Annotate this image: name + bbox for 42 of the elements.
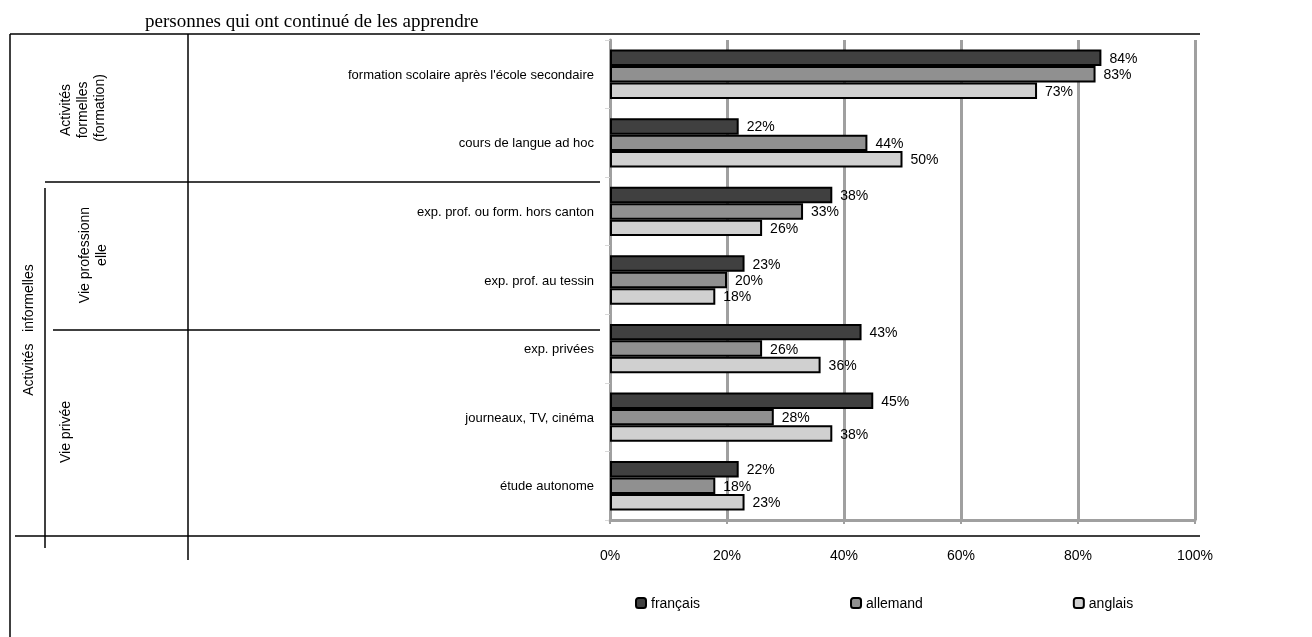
data-label: 26% <box>770 340 799 357</box>
data-label: 36% <box>828 357 857 374</box>
x-tick-label: 40% <box>829 547 859 563</box>
data-label: 33% <box>811 203 840 220</box>
data-label: 45% <box>881 392 910 409</box>
legend-label: français <box>651 595 701 611</box>
text: Vie professionnelle <box>75 206 109 304</box>
y-tick-label: exp. privées <box>523 341 595 357</box>
data-label: 38% <box>840 425 869 442</box>
data-label: 20% <box>735 272 764 288</box>
data-label: 43% <box>869 324 898 341</box>
y-tick-label: exp. prof. ou form. hors canton <box>416 203 594 219</box>
x-tick-label: 60% <box>946 547 976 563</box>
data-label: 38% <box>840 186 869 203</box>
text: Activités informelles <box>20 264 36 396</box>
data-label: 84% <box>1109 49 1138 66</box>
x-tick-label: 80% <box>1063 547 1093 563</box>
x-tick-label: 0% <box>599 547 621 563</box>
data-label: 73% <box>1045 82 1074 99</box>
x-tick-label: 20% <box>712 547 742 563</box>
y-tick-label: cours de langue ad hoc <box>458 135 595 151</box>
y-tick-label: étude autonome <box>500 478 594 494</box>
data-label: 22% <box>746 461 775 478</box>
y-tick-label: journeaux, TV, cinéma <box>464 409 595 425</box>
data-label: 22% <box>746 118 775 135</box>
x-tick-label: 100% <box>1177 547 1213 563</box>
data-label: 18% <box>723 477 752 494</box>
y-tick-label: formation scolaire après l'école secondaire <box>348 66 594 82</box>
data-label: 83% <box>1103 66 1132 83</box>
data-label: 18% <box>723 288 752 305</box>
text: Activités formelles (formation) <box>57 74 107 142</box>
data-label: 44% <box>875 134 904 151</box>
y-tick-label: exp. prof. au tessin <box>484 272 594 288</box>
data-label: 26% <box>770 219 799 236</box>
data-label: 28% <box>781 409 810 426</box>
text: Vie privée <box>57 400 73 464</box>
legend-label: anglais <box>1088 595 1134 611</box>
text: personnes qui ont continué de les apprendre <box>145 10 479 31</box>
data-label: 23% <box>752 255 781 272</box>
data-label: 23% <box>752 494 781 511</box>
legend-label: allemand <box>866 595 923 611</box>
data-label: 50% <box>910 151 939 168</box>
